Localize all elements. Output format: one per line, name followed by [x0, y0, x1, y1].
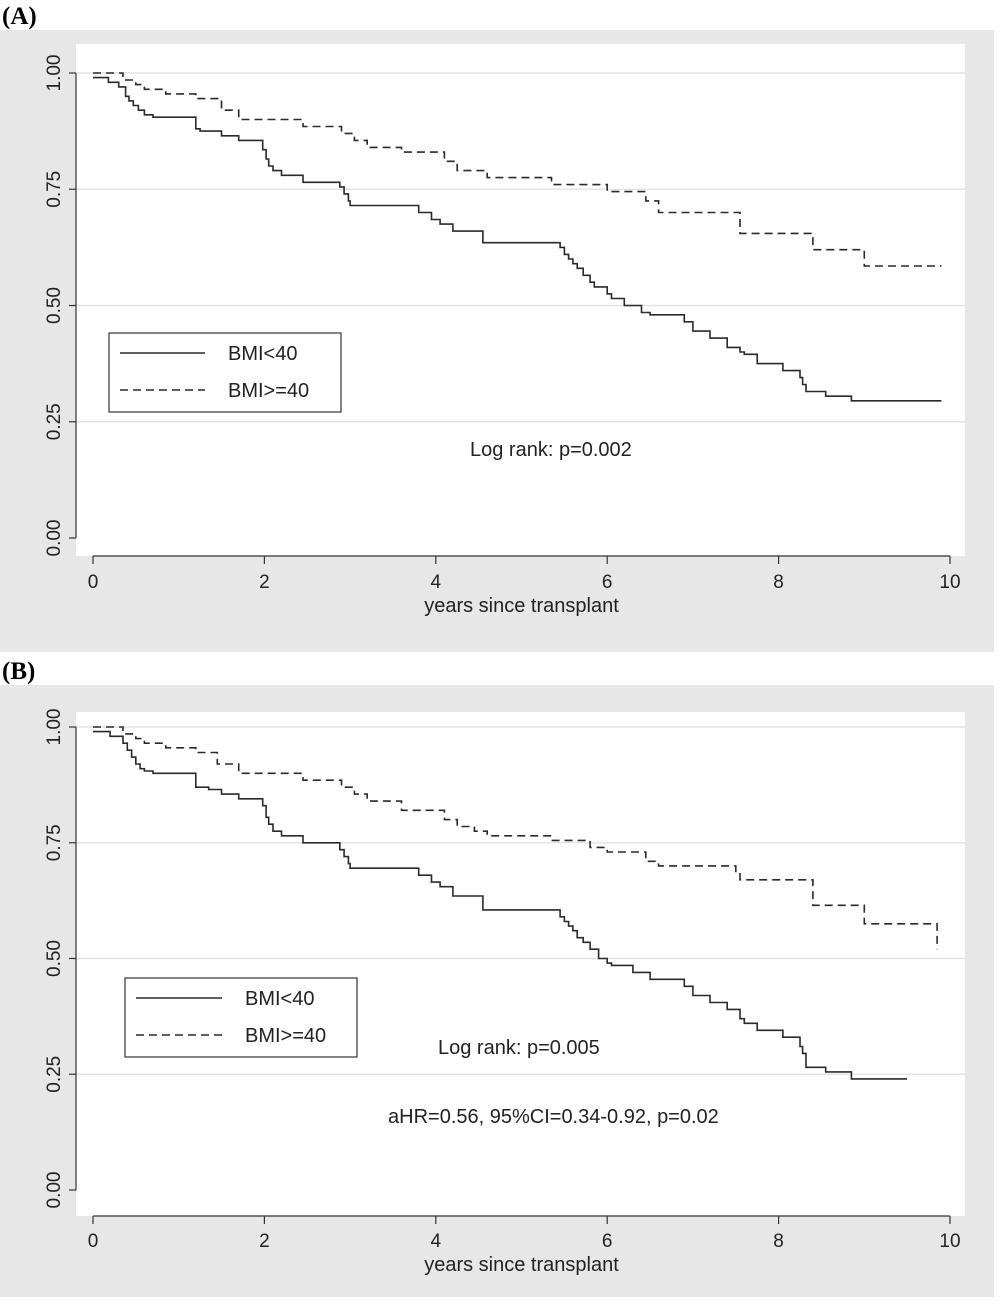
- y-tick-label: 0.25: [44, 403, 65, 440]
- plot-area: [76, 712, 965, 1216]
- annotation-text: aHR=0.56, 95%CI=0.34-0.92, p=0.02: [388, 1106, 719, 1128]
- series-line-bmi-ge-40: [93, 726, 938, 950]
- x-tick-label: 6: [602, 1231, 613, 1252]
- y-tick-label: 0.75: [44, 171, 65, 208]
- y-tick-label: 1.00: [44, 709, 65, 746]
- y-tick-label: 0.75: [44, 824, 65, 861]
- y-tick-label: 0.50: [44, 287, 65, 324]
- annotation-text: Log rank: p=0.005: [438, 1037, 600, 1059]
- series-line-bmi-ge-40: [93, 72, 942, 267]
- x-tick-label: 8: [773, 1231, 784, 1252]
- series-line-bmi-lt-40: [93, 730, 908, 1080]
- y-tick-label: 0.00: [44, 520, 65, 557]
- survival-chart-a: 0.00 0.25 0.50 0.75 1.00 0 2 4 6 8 10 years since t…: [0, 30, 994, 652]
- survival-chart-b: 0.00 0.25 0.50 0.75 1.00 0 2 4 6 8 10 years since t…: [0, 685, 994, 1297]
- y-tick-label: 1.00: [44, 55, 65, 92]
- x-tick-label: 0: [88, 1231, 99, 1252]
- y-tick-label: 0.00: [44, 1172, 65, 1209]
- x-tick-label: 10: [939, 1231, 960, 1252]
- legend-label: BMI>=40: [245, 1025, 326, 1047]
- x-tick-label: 4: [431, 572, 442, 593]
- x-tick-label: 0: [88, 572, 99, 593]
- x-axis-label: years since transplant: [424, 1254, 619, 1276]
- panel-label-a: (A): [2, 3, 37, 30]
- series-line-bmi-lt-40: [93, 76, 942, 402]
- legend-label: BMI>=40: [228, 380, 309, 402]
- legend-box: [124, 977, 358, 1058]
- legend-label: BMI<40: [245, 988, 314, 1010]
- plot-area: [76, 44, 965, 556]
- y-tick-label: 0.50: [44, 940, 65, 977]
- x-tick-label: 2: [259, 572, 270, 593]
- legend-label: BMI<40: [228, 343, 297, 365]
- x-tick-label: 10: [939, 572, 960, 593]
- x-axis-label: years since transplant: [424, 595, 619, 617]
- annotation-text: Log rank: p=0.002: [470, 439, 632, 461]
- x-tick-label: 4: [431, 1231, 442, 1252]
- x-tick-label: 8: [773, 572, 784, 593]
- panel-label-b: (B): [2, 658, 36, 685]
- x-tick-label: 2: [259, 1231, 270, 1252]
- x-tick-label: 6: [602, 572, 613, 593]
- y-tick-label: 0.25: [44, 1056, 65, 1093]
- legend-box: [108, 332, 342, 413]
